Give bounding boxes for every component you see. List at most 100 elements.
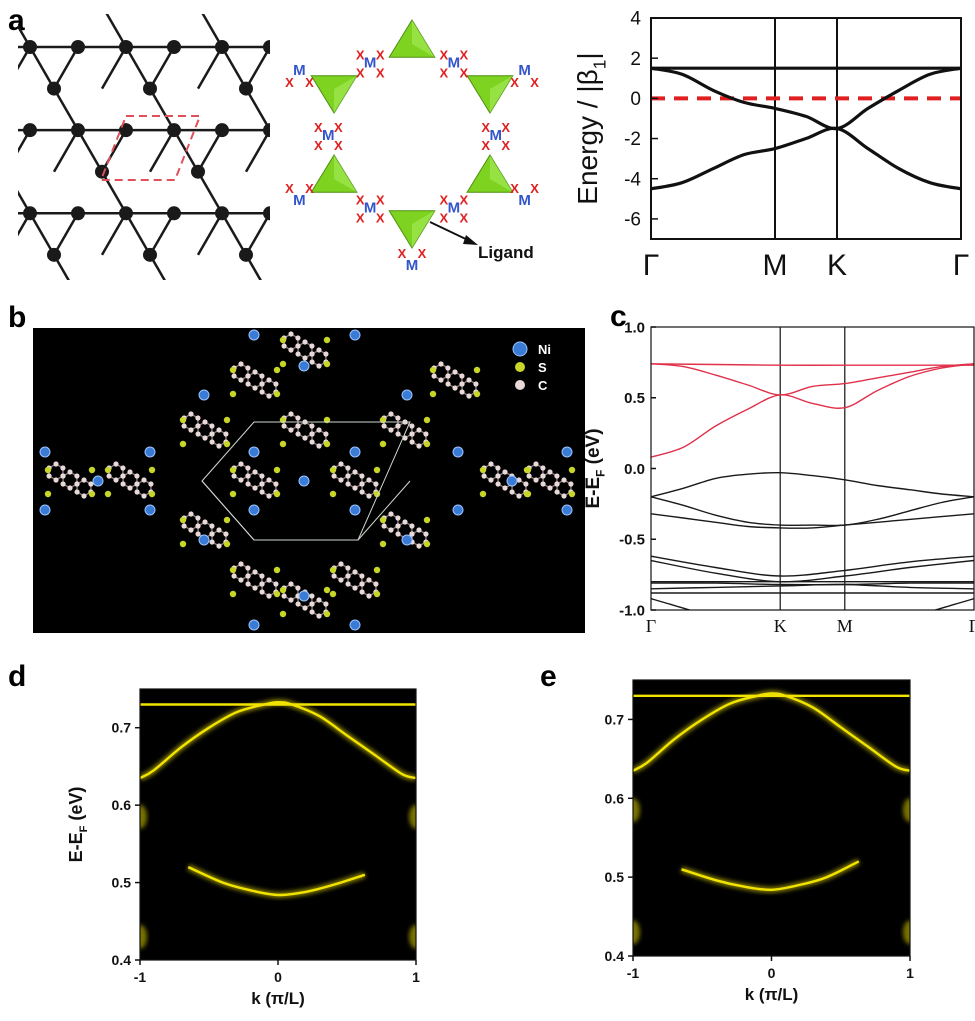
- y-tick-label: -1.0: [619, 602, 645, 619]
- x-tick-label: 1: [906, 965, 914, 981]
- carbon-atom: [188, 411, 194, 417]
- kagome-lattice: [0, 0, 726, 422]
- ligand-x-label: X: [376, 66, 385, 81]
- sulfur-atom: [373, 590, 381, 598]
- carbon-atom: [323, 351, 329, 357]
- lattice-bond: [52, 87, 80, 131]
- spectrum-background: [140, 689, 416, 960]
- ligand-callout-label: Ligand: [478, 243, 534, 262]
- carbon-atom: [502, 469, 508, 475]
- carbon-atom: [309, 593, 315, 599]
- nickel-atom: [39, 446, 51, 458]
- carbon-atom: [288, 427, 294, 433]
- carbon-atom: [67, 469, 73, 475]
- ligand-x-label: X: [376, 48, 385, 63]
- lattice-bond: [18, 212, 32, 237]
- x-axis-label: k (π/L): [745, 985, 799, 1004]
- carbon-atom: [309, 359, 315, 365]
- y-tick-label: 0: [630, 89, 641, 110]
- carbon-atom: [568, 481, 574, 487]
- carbon-atom: [459, 389, 465, 395]
- metal-site-label: M: [322, 127, 335, 144]
- y-axis-label: Energy / |β1|: [572, 52, 609, 204]
- carbon-atom: [302, 339, 308, 345]
- lattice-bond: [220, 212, 248, 256]
- ligand-x-label: X: [510, 181, 519, 196]
- carbon-atom: [554, 473, 560, 479]
- panel-label-d: d: [8, 660, 26, 693]
- carbon-atom: [238, 561, 244, 567]
- metal-site-label: M: [364, 199, 377, 216]
- plot-frame: [650, 17, 962, 240]
- sulfur-atom: [479, 466, 487, 474]
- carbon-atom: [188, 527, 194, 533]
- carbon-atom: [181, 423, 187, 429]
- carbon-atom: [323, 601, 329, 607]
- ligand-x-label: X: [398, 246, 407, 261]
- ligand-x-label: X: [530, 181, 539, 196]
- carbon-atom: [266, 577, 272, 583]
- x-tick-label: M: [763, 249, 788, 282]
- lattice-bond: [582, 296, 606, 338]
- carbon-atom: [188, 511, 194, 517]
- carbon-atom: [238, 361, 244, 367]
- sulfur-atom: [279, 610, 287, 618]
- ligand-arrow-head: [463, 235, 478, 245]
- nickel-atom: [401, 534, 413, 546]
- y-tick-label: 0.7: [112, 720, 132, 736]
- carbon-atom: [134, 489, 140, 495]
- lattice-site: [239, 81, 253, 96]
- carbon-atom: [266, 593, 272, 599]
- band-line: [651, 363, 974, 396]
- ligand-x-label: X: [376, 192, 385, 207]
- carbon-atom: [495, 473, 501, 479]
- carbon-atom: [60, 481, 66, 487]
- carbon-atom: [209, 539, 215, 545]
- lattice-bond: [486, 0, 510, 5]
- carbon-atom: [216, 527, 222, 533]
- lattice-bond: [100, 46, 128, 90]
- carbon-atom: [338, 561, 344, 567]
- carbon-atom: [252, 585, 258, 591]
- y-axis-label-sub: 1: [589, 60, 609, 70]
- nickel-atom: [144, 504, 156, 516]
- lattice-site: [23, 123, 37, 138]
- lattice-bond: [702, 380, 726, 422]
- lattice-site: [215, 206, 229, 221]
- carbon-atom: [67, 485, 73, 491]
- carbon-atom: [366, 593, 372, 599]
- carbon-atom: [473, 381, 479, 387]
- carbon-atom: [345, 581, 351, 587]
- metal-site-label: M: [364, 55, 377, 72]
- carbon-atom: [316, 363, 322, 369]
- lattice-bond: [148, 129, 176, 173]
- lattice-bond: [52, 212, 80, 256]
- ligand-x-label: X: [418, 246, 427, 261]
- kagome-band-structure-chart: -6 -4 -2 0 2 4 Γ M K Γ Energy / |β1|: [572, 9, 969, 282]
- carbon-atom: [388, 411, 394, 417]
- carbon-atom: [120, 465, 126, 471]
- lattice-bond: [0, 0, 6, 5]
- carbon-atom: [366, 477, 372, 483]
- lattice-bond: [534, 130, 558, 172]
- carbon-atom: [134, 473, 140, 479]
- carbon-atom: [245, 581, 251, 587]
- legend-label-c: C: [538, 378, 548, 393]
- carbon-atom: [366, 493, 372, 499]
- edge-spectrum-chart-e: 0.4 0.5 0.6 0.7 -1 0 1 k (π/L): [605, 679, 914, 1004]
- sulfur-atom: [88, 466, 96, 474]
- carbon-atom: [134, 481, 140, 487]
- carbon-atom: [540, 473, 546, 479]
- lattice-bond: [654, 296, 678, 338]
- spectrum-bands: [633, 690, 910, 945]
- ligand-x-label: X: [356, 210, 365, 225]
- carbon-atom: [459, 381, 465, 387]
- carbon-atom: [309, 601, 315, 607]
- carbon-atom: [533, 477, 539, 483]
- y-tick-label: 0.5: [112, 875, 132, 891]
- lattice-site: [215, 123, 229, 138]
- band-line: [681, 860, 860, 892]
- lattice-bond: [534, 89, 558, 131]
- carbon-atom: [266, 393, 272, 399]
- carbon-atom: [338, 477, 344, 483]
